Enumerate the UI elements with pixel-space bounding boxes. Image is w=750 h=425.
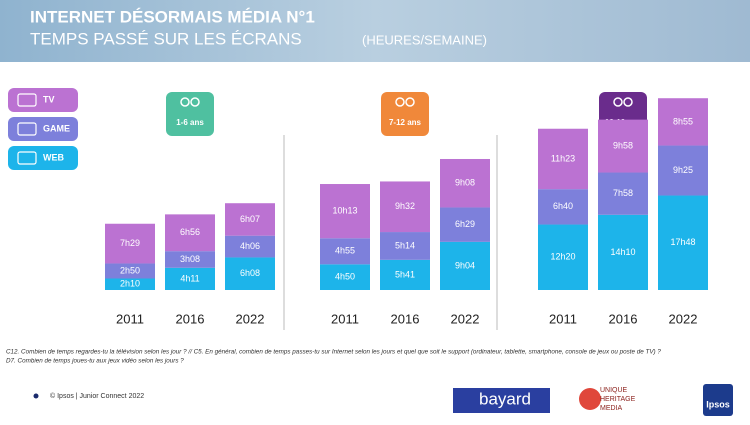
age-label: 1-6 ans — [176, 118, 204, 127]
bar-segment — [165, 214, 215, 252]
bar-segment — [440, 207, 490, 242]
value-label: 7h29 — [120, 238, 140, 248]
badge-icon — [190, 97, 200, 107]
age-badge — [166, 92, 214, 136]
value-label: 4h50 — [335, 272, 355, 282]
bar-segment — [440, 158, 490, 208]
logo-text: HERITAGE — [600, 396, 636, 403]
legend-label: GAME — [43, 123, 70, 133]
value-label: 14h10 — [610, 247, 635, 257]
bar-segment — [598, 172, 648, 215]
x-tick-label: 2011 — [116, 311, 144, 326]
value-label: 9h32 — [395, 201, 415, 211]
value-label: 2h10 — [120, 279, 140, 289]
x-tick-label: 2022 — [669, 311, 698, 326]
uhm-logo — [579, 388, 601, 410]
legend-icon — [17, 122, 37, 136]
banner — [0, 0, 750, 62]
x-tick-label: 2011 — [331, 311, 359, 326]
value-label: 6h56 — [180, 227, 200, 237]
value-label: 6h40 — [553, 201, 573, 211]
bar-segment — [440, 241, 490, 290]
legend-icon — [17, 151, 37, 165]
legend-label: WEB — [43, 152, 64, 162]
value-label: 4h11 — [180, 273, 199, 283]
age-label: 7-12 ans — [389, 118, 422, 127]
value-label: 2h50 — [120, 265, 140, 275]
bar-segment — [538, 189, 588, 225]
title: INTERNET DÉSORMAIS MÉDIA N°1 — [30, 7, 315, 26]
bar-segment — [225, 203, 275, 236]
logo-text: Ipsos — [706, 399, 730, 409]
value-label: 8h55 — [673, 116, 693, 126]
legend-label: TV — [43, 94, 55, 104]
value-label: 9h08 — [455, 178, 475, 188]
badge-icon — [613, 97, 623, 107]
value-label: 4h55 — [335, 246, 355, 256]
value-label: 3h08 — [180, 254, 200, 264]
subtitle: TEMPS PASSÉ SUR LES ÉCRANS — [30, 29, 302, 48]
bar-segment — [225, 235, 275, 258]
badge-icon — [623, 97, 633, 107]
bar-segment — [658, 195, 708, 290]
value-label: 6h29 — [455, 219, 475, 229]
age-badge — [381, 92, 429, 136]
bar-segment — [380, 232, 430, 260]
value-label: 9h58 — [613, 140, 633, 150]
bar-segment — [165, 267, 215, 290]
bar-segment — [380, 259, 430, 290]
bar-segment — [598, 119, 648, 173]
value-label: 12h20 — [550, 252, 575, 262]
bar-segment — [105, 263, 155, 279]
value-label: 9h25 — [673, 165, 693, 175]
value-label: 17h48 — [670, 237, 695, 247]
bar-segment — [225, 257, 275, 290]
x-tick-label: 2016 — [176, 311, 205, 326]
bar-segment — [320, 238, 370, 265]
legend-icon — [17, 93, 37, 107]
ipsos-logo — [703, 384, 733, 416]
logo-text: bayard — [479, 389, 531, 408]
value-label: 4h06 — [240, 241, 260, 251]
value-label: 5h14 — [395, 240, 415, 250]
value-label: 10h13 — [332, 206, 357, 216]
logo-text: MEDIA — [600, 405, 623, 412]
x-tick-label: 2022 — [236, 311, 265, 326]
value-label: 6h08 — [240, 268, 260, 278]
value-label: 11h23 — [551, 153, 575, 163]
bullet — [33, 393, 39, 399]
value-label: 9h04 — [455, 260, 475, 270]
bar-segment — [380, 181, 430, 233]
bar-segment — [658, 145, 708, 196]
value-label: 5h41 — [395, 269, 415, 279]
value-label: 6h07 — [240, 214, 260, 224]
x-tick-label: 2011 — [549, 311, 577, 326]
x-tick-label: 2022 — [451, 311, 480, 326]
value-label: 7h58 — [613, 188, 633, 198]
bayard-logo — [453, 388, 550, 413]
bar-segment — [598, 214, 648, 290]
bar-segment — [105, 278, 155, 290]
x-tick-label: 2016 — [609, 311, 638, 326]
note: C12. Combien de temps regardes-tu la tél… — [6, 349, 661, 356]
badge-icon — [180, 97, 190, 107]
x-tick-label: 2016 — [391, 311, 420, 326]
bar-segment — [165, 251, 215, 268]
badge-icon — [395, 97, 405, 107]
bar-segment — [320, 264, 370, 290]
badge-icon — [405, 97, 415, 107]
source: © Ipsos | Junior Connect 2022 — [50, 392, 144, 400]
bar-segment — [320, 184, 370, 239]
unit: (HEURES/SEMAINE) — [362, 32, 487, 47]
bar-segment — [105, 223, 155, 264]
bar-segment — [538, 224, 588, 290]
note: D7. Combien de temps joues-tu aux jeux v… — [6, 358, 184, 365]
bar-segment — [658, 98, 708, 146]
bar-segment — [538, 128, 588, 190]
logo-text: UNIQUE — [600, 387, 628, 394]
